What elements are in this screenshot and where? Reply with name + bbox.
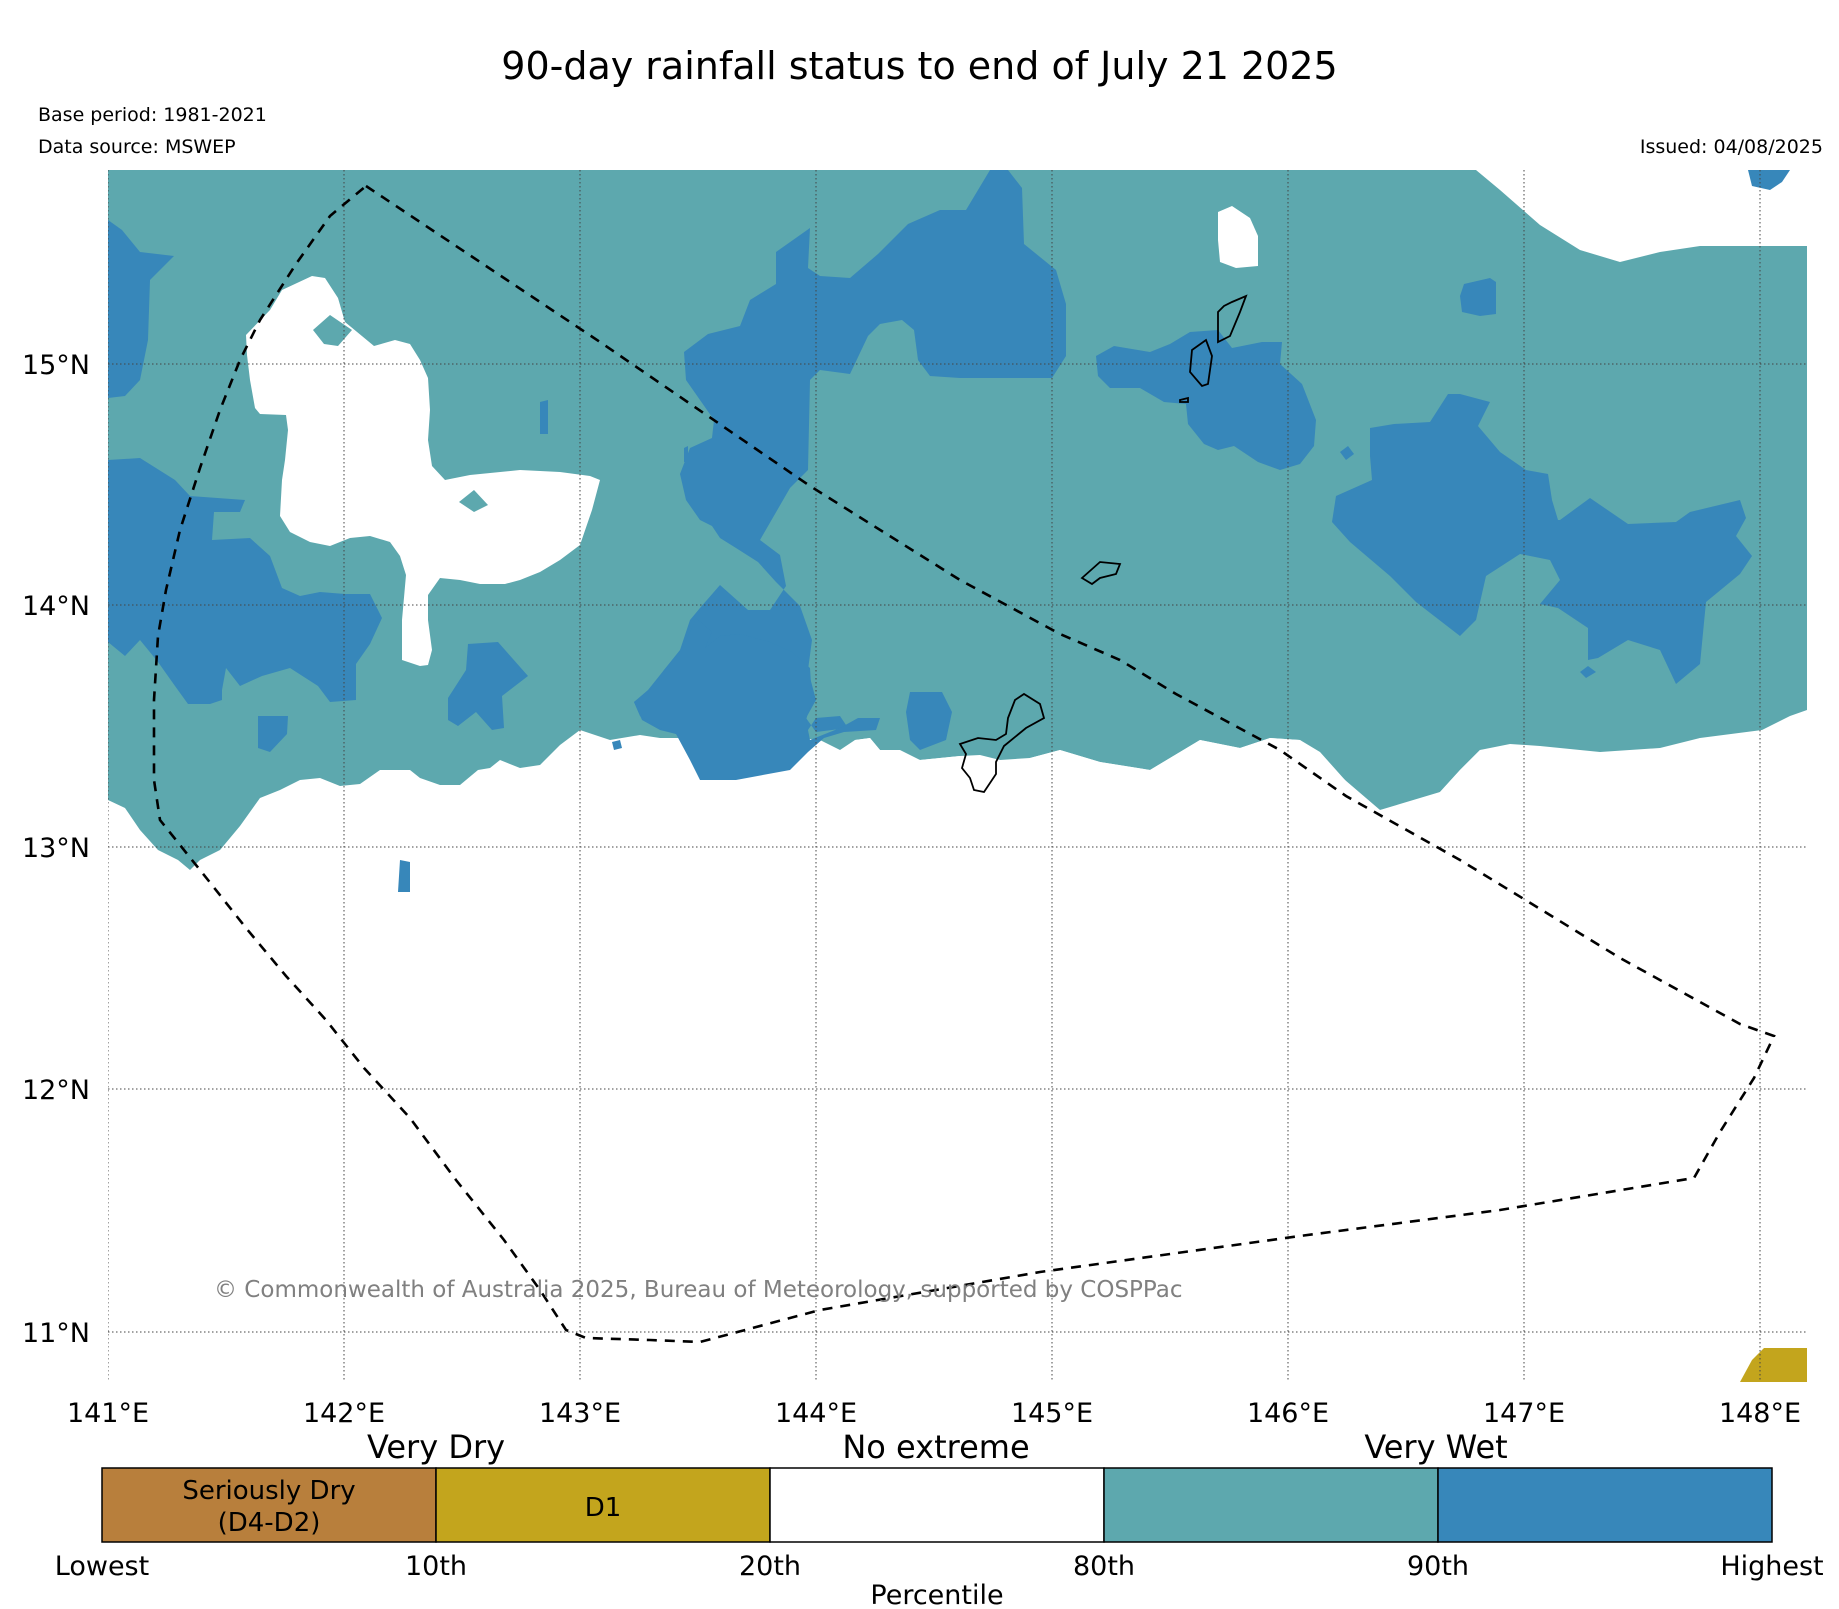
very-wet-90-plus-region-12 <box>1096 330 1316 470</box>
lon-label: 142°E <box>303 1398 385 1429</box>
legend-tick-highest: Highest <box>1720 1551 1823 1582</box>
island-outline-guam <box>958 692 1046 794</box>
no-extreme-region-4 <box>238 858 296 900</box>
very-wet-90-plus-region-7 <box>634 170 1066 780</box>
map-plot-area: © Commonwealth of Australia 2025, Bureau… <box>108 170 1807 1382</box>
no-extreme-region-1 <box>246 276 600 666</box>
very-wet-90-plus-region-10 <box>612 740 622 750</box>
very-wet-90-plus-region-1 <box>108 220 174 398</box>
very-wet-90-plus-region-8 <box>634 618 880 780</box>
legend-label-seriously-dry-line1: Seriously Dry <box>182 1476 355 1506</box>
lon-label: 144°E <box>775 1398 857 1429</box>
legend-swatch-no-extreme <box>769 1467 1105 1543</box>
lon-label: 145°E <box>1011 1398 1093 1429</box>
no-extreme-region-2 <box>1218 206 1258 268</box>
very-wet-90-plus-region-13 <box>1340 446 1354 460</box>
legend-tick-80th: 80th <box>1073 1551 1135 1582</box>
legend-tick-20th: 20th <box>739 1551 801 1582</box>
copyright-watermark: © Commonwealth of Australia 2025, Bureau… <box>214 1277 1183 1303</box>
d1-dry-region <box>1740 1348 1807 1382</box>
lon-label: 147°E <box>1483 1398 1565 1429</box>
very-wet-90-plus-region-6 <box>398 860 410 892</box>
legend-swatch-90-plus <box>1437 1467 1773 1543</box>
legend-tick-10th: 10th <box>405 1551 467 1582</box>
very-wet-90-plus-region-2 <box>108 458 382 704</box>
very-wet-90-plus-region-9 <box>906 692 952 750</box>
latitude-labels: 15°N 14°N 13°N 12°N 11°N <box>22 350 90 1349</box>
lat-label: 15°N <box>22 350 90 381</box>
island-outline-rota <box>1080 561 1122 586</box>
legend-label-seriously-dry-line2: (D4-D2) <box>218 1508 321 1538</box>
lon-label: 146°E <box>1247 1398 1329 1429</box>
lat-label: 13°N <box>22 833 90 864</box>
data-source-label: Data source: MSWEP <box>38 136 236 158</box>
lon-label: 148°E <box>1719 1398 1801 1429</box>
very-wet-90-plus-region-14 <box>1460 278 1496 316</box>
very-wet-90-plus-region-16 <box>1580 666 1596 678</box>
base-period-label: Base period: 1981-2021 <box>38 104 267 126</box>
very-wet-90-plus-region-5 <box>540 400 548 434</box>
longitude-labels: 141°E 142°E 143°E 144°E 145°E 146°E 147°… <box>67 1398 1801 1429</box>
lat-label: 14°N <box>22 591 90 622</box>
very-wet-90-plus-region-17 <box>1748 170 1790 190</box>
legend-header-very-wet: Very Wet <box>1364 1428 1507 1466</box>
very-wet-90-plus-region-15 <box>1332 394 1752 684</box>
issued-date-label: Issued: 04/08/2025 <box>1639 136 1823 158</box>
legend-header-no-extreme: No extreme <box>842 1428 1029 1466</box>
very-wet-90-plus-region-11 <box>684 446 688 462</box>
island-outline-anatahan <box>1217 294 1248 344</box>
no-extreme-region-south <box>108 730 1807 1382</box>
legend-axis-label: Percentile <box>870 1580 1003 1609</box>
island-outline-tinian <box>1179 396 1189 403</box>
wet-island-1 <box>313 315 352 346</box>
very-wet-90-plus-region-3 <box>258 716 288 752</box>
legend-swatch-d1 <box>435 1467 771 1543</box>
legend-tick-90th: 90th <box>1407 1551 1469 1582</box>
lon-label: 141°E <box>67 1398 149 1429</box>
page-title: 90-day rainfall status to end of July 21… <box>501 44 1338 88</box>
legend: Very Dry No extreme Very Wet Seriously D… <box>55 1428 1824 1609</box>
legend-swatch-seriously-dry <box>101 1467 437 1543</box>
wet-island-2 <box>459 490 488 512</box>
very-wet-90-plus-region-4 <box>448 642 528 730</box>
eez-boundary-dashed <box>152 184 1776 1344</box>
legend-tick-lowest: Lowest <box>55 1551 149 1582</box>
very-wet-80-90-region <box>108 170 1807 870</box>
lon-label: 143°E <box>539 1398 621 1429</box>
legend-header-very-dry: Very Dry <box>367 1428 505 1466</box>
legend-label-d1: D1 <box>585 1493 622 1523</box>
island-outline-saipan <box>1189 338 1213 388</box>
lat-label: 11°N <box>22 1318 90 1349</box>
lat-label: 12°N <box>22 1075 90 1106</box>
legend-swatch-80-90 <box>1103 1467 1439 1543</box>
